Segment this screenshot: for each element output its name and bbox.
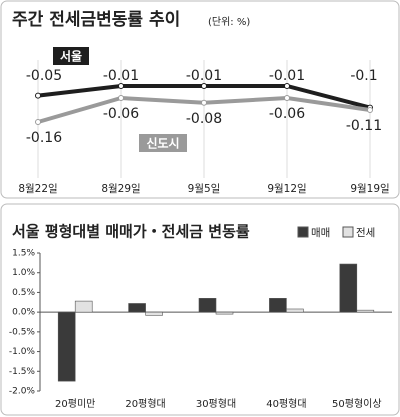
panel xyxy=(0,0,400,199)
y-tick-label: 0.5% xyxy=(12,288,35,298)
point xyxy=(367,107,373,113)
legend-box xyxy=(51,45,91,67)
data-label: -0.05 xyxy=(26,68,62,84)
point xyxy=(118,95,124,101)
bar xyxy=(128,303,146,313)
data-label: -0.01 xyxy=(103,68,139,84)
bar xyxy=(339,263,358,313)
data-label: -0.06 xyxy=(269,106,305,122)
x-tick-label: 8월22일 xyxy=(18,182,57,195)
point xyxy=(118,83,124,89)
bar xyxy=(269,298,287,313)
data-label: -0.11 xyxy=(346,118,382,134)
x-tick-label: 9월19일 xyxy=(350,182,389,195)
bar xyxy=(57,311,76,382)
point xyxy=(284,95,290,101)
data-label: -0.16 xyxy=(26,130,62,146)
bar xyxy=(356,309,375,313)
x-tick-label: 30평형대 xyxy=(196,398,236,410)
legend-swatch xyxy=(342,226,354,238)
bar xyxy=(215,311,234,315)
chart-subtitle: (단위: %) xyxy=(208,15,250,28)
y-tick-label: 1.0% xyxy=(12,268,35,278)
x-tick-label: 9월5일 xyxy=(188,182,221,195)
legend-label: 전세 xyxy=(356,227,375,239)
chart-title: 서울 평형대별 매매가・전세금 변동률 xyxy=(12,223,250,241)
bar xyxy=(74,300,93,313)
data-label: -0.08 xyxy=(186,111,222,127)
legend-box xyxy=(137,132,189,154)
data-label: -0.06 xyxy=(103,106,139,122)
x-tick-label: 20평미만 xyxy=(55,398,95,410)
point xyxy=(201,83,207,89)
y-tick-label: -0.5% xyxy=(9,327,36,337)
y-tick-label: 0.0% xyxy=(12,308,35,318)
legend-swatch xyxy=(297,226,309,238)
y-tick-label: -2.0% xyxy=(9,387,36,397)
x-tick-label: 50평형이상 xyxy=(332,398,382,410)
y-tick-label: -1.5% xyxy=(9,367,36,377)
data-label: -0.1 xyxy=(350,68,377,84)
point xyxy=(201,99,207,106)
x-tick-label: 8월29일 xyxy=(101,182,140,195)
bar xyxy=(198,298,217,313)
legend-label: 서울 xyxy=(60,49,82,64)
bar xyxy=(286,308,304,313)
data-label: -0.01 xyxy=(186,68,222,84)
point xyxy=(35,92,41,99)
x-tick-label: 20평형대 xyxy=(125,398,165,410)
point xyxy=(284,83,290,89)
bar xyxy=(145,311,163,316)
legend-label: 매매 xyxy=(311,227,330,239)
point xyxy=(35,119,41,125)
data-label: -0.01 xyxy=(269,68,305,84)
x-tick-label: 9월12일 xyxy=(267,182,306,195)
y-tick-label: -1.0% xyxy=(9,347,36,357)
y-tick-label: 1.5% xyxy=(12,249,35,259)
legend-label: 신도시 xyxy=(146,136,179,151)
x-tick-label: 40평형대 xyxy=(266,398,306,410)
chart-title: 주간 전세금변동률 추이 xyxy=(12,10,180,30)
